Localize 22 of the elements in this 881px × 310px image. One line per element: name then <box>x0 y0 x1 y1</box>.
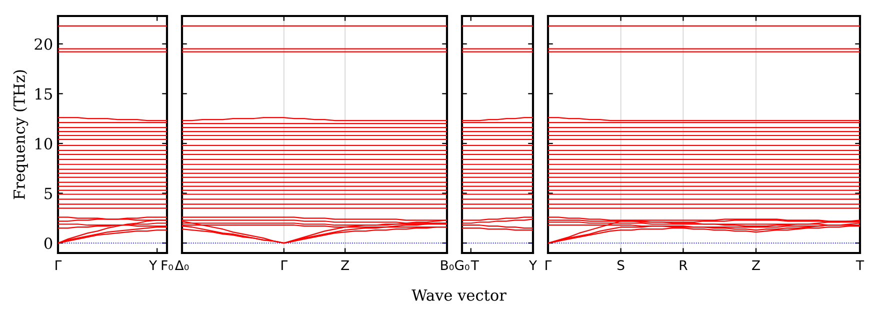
x-tick-label: Y <box>528 260 538 270</box>
y-tick-label: 5 <box>44 188 52 200</box>
x-tick-label: Γ <box>546 260 552 270</box>
y-tick-label: 10 <box>36 138 52 150</box>
y-tick-label: 15 <box>36 88 52 100</box>
x-tick-label: T <box>856 260 864 270</box>
x-tick-label: Γ <box>282 260 288 270</box>
x-tick-label: T <box>470 260 479 270</box>
y-tick-label: 0 <box>44 238 52 250</box>
x-tick-label: Z <box>752 260 760 270</box>
y-axis-title: Frequency (THz) <box>13 70 28 200</box>
x-axis-title: Wave vector <box>412 289 506 301</box>
x-tick-label: S <box>617 260 624 270</box>
x-tick-label: Γ <box>56 260 62 270</box>
x-tick-label: G₀ <box>454 260 470 270</box>
x-tick-label: Y <box>149 260 158 270</box>
x-tick-label: R <box>680 260 688 270</box>
y-tick-label: 20 <box>34 38 52 50</box>
x-tick-label: Δ₀ <box>174 260 189 270</box>
x-tick-label: B₀ <box>441 260 454 270</box>
x-tick-label: Z <box>341 260 350 270</box>
x-tick-label: F₀ <box>162 260 173 270</box>
